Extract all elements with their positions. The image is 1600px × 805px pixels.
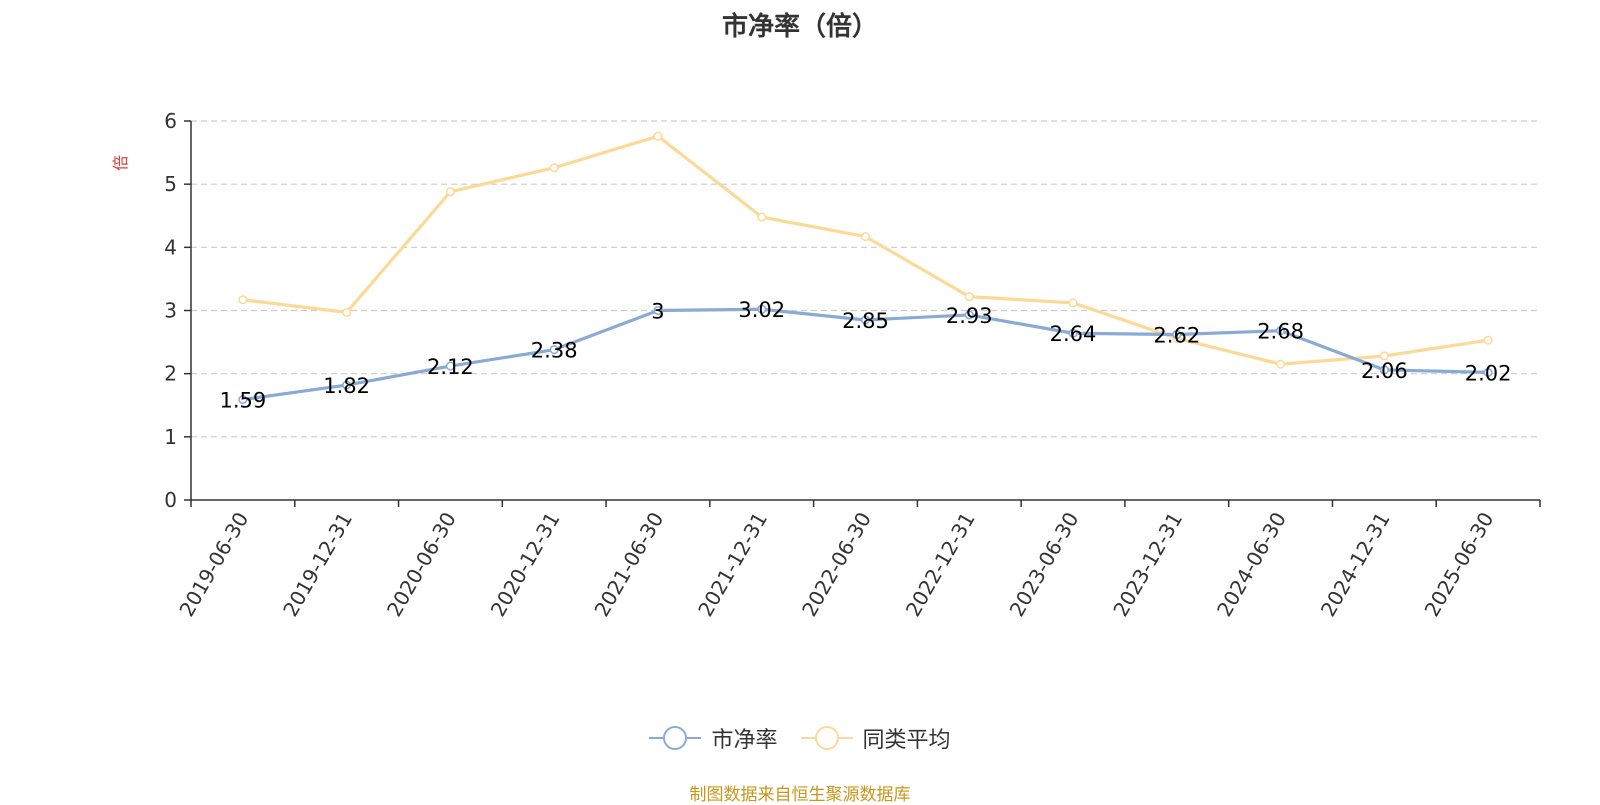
y-tick-label: 1 xyxy=(164,425,177,449)
legend-marker-pb xyxy=(649,725,702,751)
x-tick-label: 2020-12-31 xyxy=(486,508,565,621)
data-point-peer-avg xyxy=(1068,298,1078,308)
data-label-pb: 2.62 xyxy=(1153,324,1200,348)
data-point-peer-avg xyxy=(342,307,352,317)
x-tick-label: 2023-12-31 xyxy=(1108,508,1187,621)
data-point-peer-avg xyxy=(238,295,248,305)
data-label-pb: 1.82 xyxy=(323,374,370,398)
data-point-pb xyxy=(860,315,871,325)
data-point-peer-avg xyxy=(1276,359,1286,369)
y-tick-label: 5 xyxy=(164,172,177,196)
x-tick-label: 2022-06-30 xyxy=(797,508,876,621)
data-label-pb: 2.06 xyxy=(1361,359,1408,383)
y-tick-label: 0 xyxy=(164,488,177,512)
data-point-pb xyxy=(1276,326,1286,336)
x-tick-label: 2021-12-31 xyxy=(693,508,772,621)
data-point-pb xyxy=(757,304,767,314)
data-point-peer-avg xyxy=(860,232,871,242)
x-tick-label: 2024-06-30 xyxy=(1212,508,1291,621)
data-point-peer-avg xyxy=(1379,351,1389,361)
legend-label-pb: 市净率 xyxy=(711,728,778,753)
data-point-pb xyxy=(1483,367,1493,377)
legend-item-peer-avg[interactable]: 同类平均 xyxy=(800,722,951,754)
data-point-peer-avg xyxy=(1483,335,1493,345)
y-tick-label: 4 xyxy=(164,235,177,259)
legend-marker-peer-avg xyxy=(800,725,853,751)
data-source-note: 制图数据来自恒生聚源数据库 xyxy=(689,785,911,805)
data-label-pb: 1.59 xyxy=(220,389,267,413)
data-point-pb xyxy=(549,345,559,355)
data-point-pb xyxy=(342,380,352,390)
y-axis-label: 倍 xyxy=(111,155,130,171)
data-point-peer-avg xyxy=(653,131,663,141)
data-point-peer-avg xyxy=(964,292,974,302)
chart-title: 市净率（倍） xyxy=(721,12,878,42)
data-label-pb: 2.68 xyxy=(1257,320,1304,344)
x-tick-label: 2021-06-30 xyxy=(589,508,668,621)
data-point-peer-avg xyxy=(757,212,767,222)
data-label-pb: 2.85 xyxy=(842,309,889,333)
legend-item-pb[interactable]: 市净率 xyxy=(649,722,778,754)
x-tick-label: 2024-12-31 xyxy=(1316,508,1395,621)
x-tick-label: 2025-06-30 xyxy=(1420,508,1499,621)
data-point-pb xyxy=(1068,328,1078,338)
data-label-pb: 2.64 xyxy=(1050,322,1097,346)
y-tick-label: 3 xyxy=(164,299,177,323)
data-label-pb: 3 xyxy=(651,300,664,324)
data-point-pb xyxy=(653,305,663,316)
data-label-pb: 2.12 xyxy=(427,355,474,379)
x-tick-label: 2019-12-31 xyxy=(278,508,357,621)
x-tick-label: 2022-12-31 xyxy=(901,508,980,621)
data-point-pb xyxy=(238,395,248,405)
data-point-pb xyxy=(1379,365,1389,375)
data-point-peer-avg xyxy=(445,187,455,197)
y-tick-label: 2 xyxy=(164,362,177,386)
legend-label-peer-avg: 同类平均 xyxy=(862,728,951,753)
x-tick-label: 2020-06-30 xyxy=(382,508,461,621)
x-tick-label: 2023-06-30 xyxy=(1005,508,1084,621)
data-label-pb: 2.38 xyxy=(531,339,578,363)
x-tick-label: 2019-06-30 xyxy=(174,508,253,621)
data-label-pb: 2.93 xyxy=(946,304,993,328)
data-point-peer-avg xyxy=(549,163,559,173)
data-label-pb: 3.02 xyxy=(738,298,785,322)
data-point-pb xyxy=(1172,329,1182,340)
data-point-pb xyxy=(445,361,455,371)
data-label-pb: 2.02 xyxy=(1465,361,1512,385)
y-tick-label: 6 xyxy=(164,109,177,133)
legend: 市净率 同类平均 xyxy=(0,722,1600,757)
data-point-pb xyxy=(964,310,974,320)
